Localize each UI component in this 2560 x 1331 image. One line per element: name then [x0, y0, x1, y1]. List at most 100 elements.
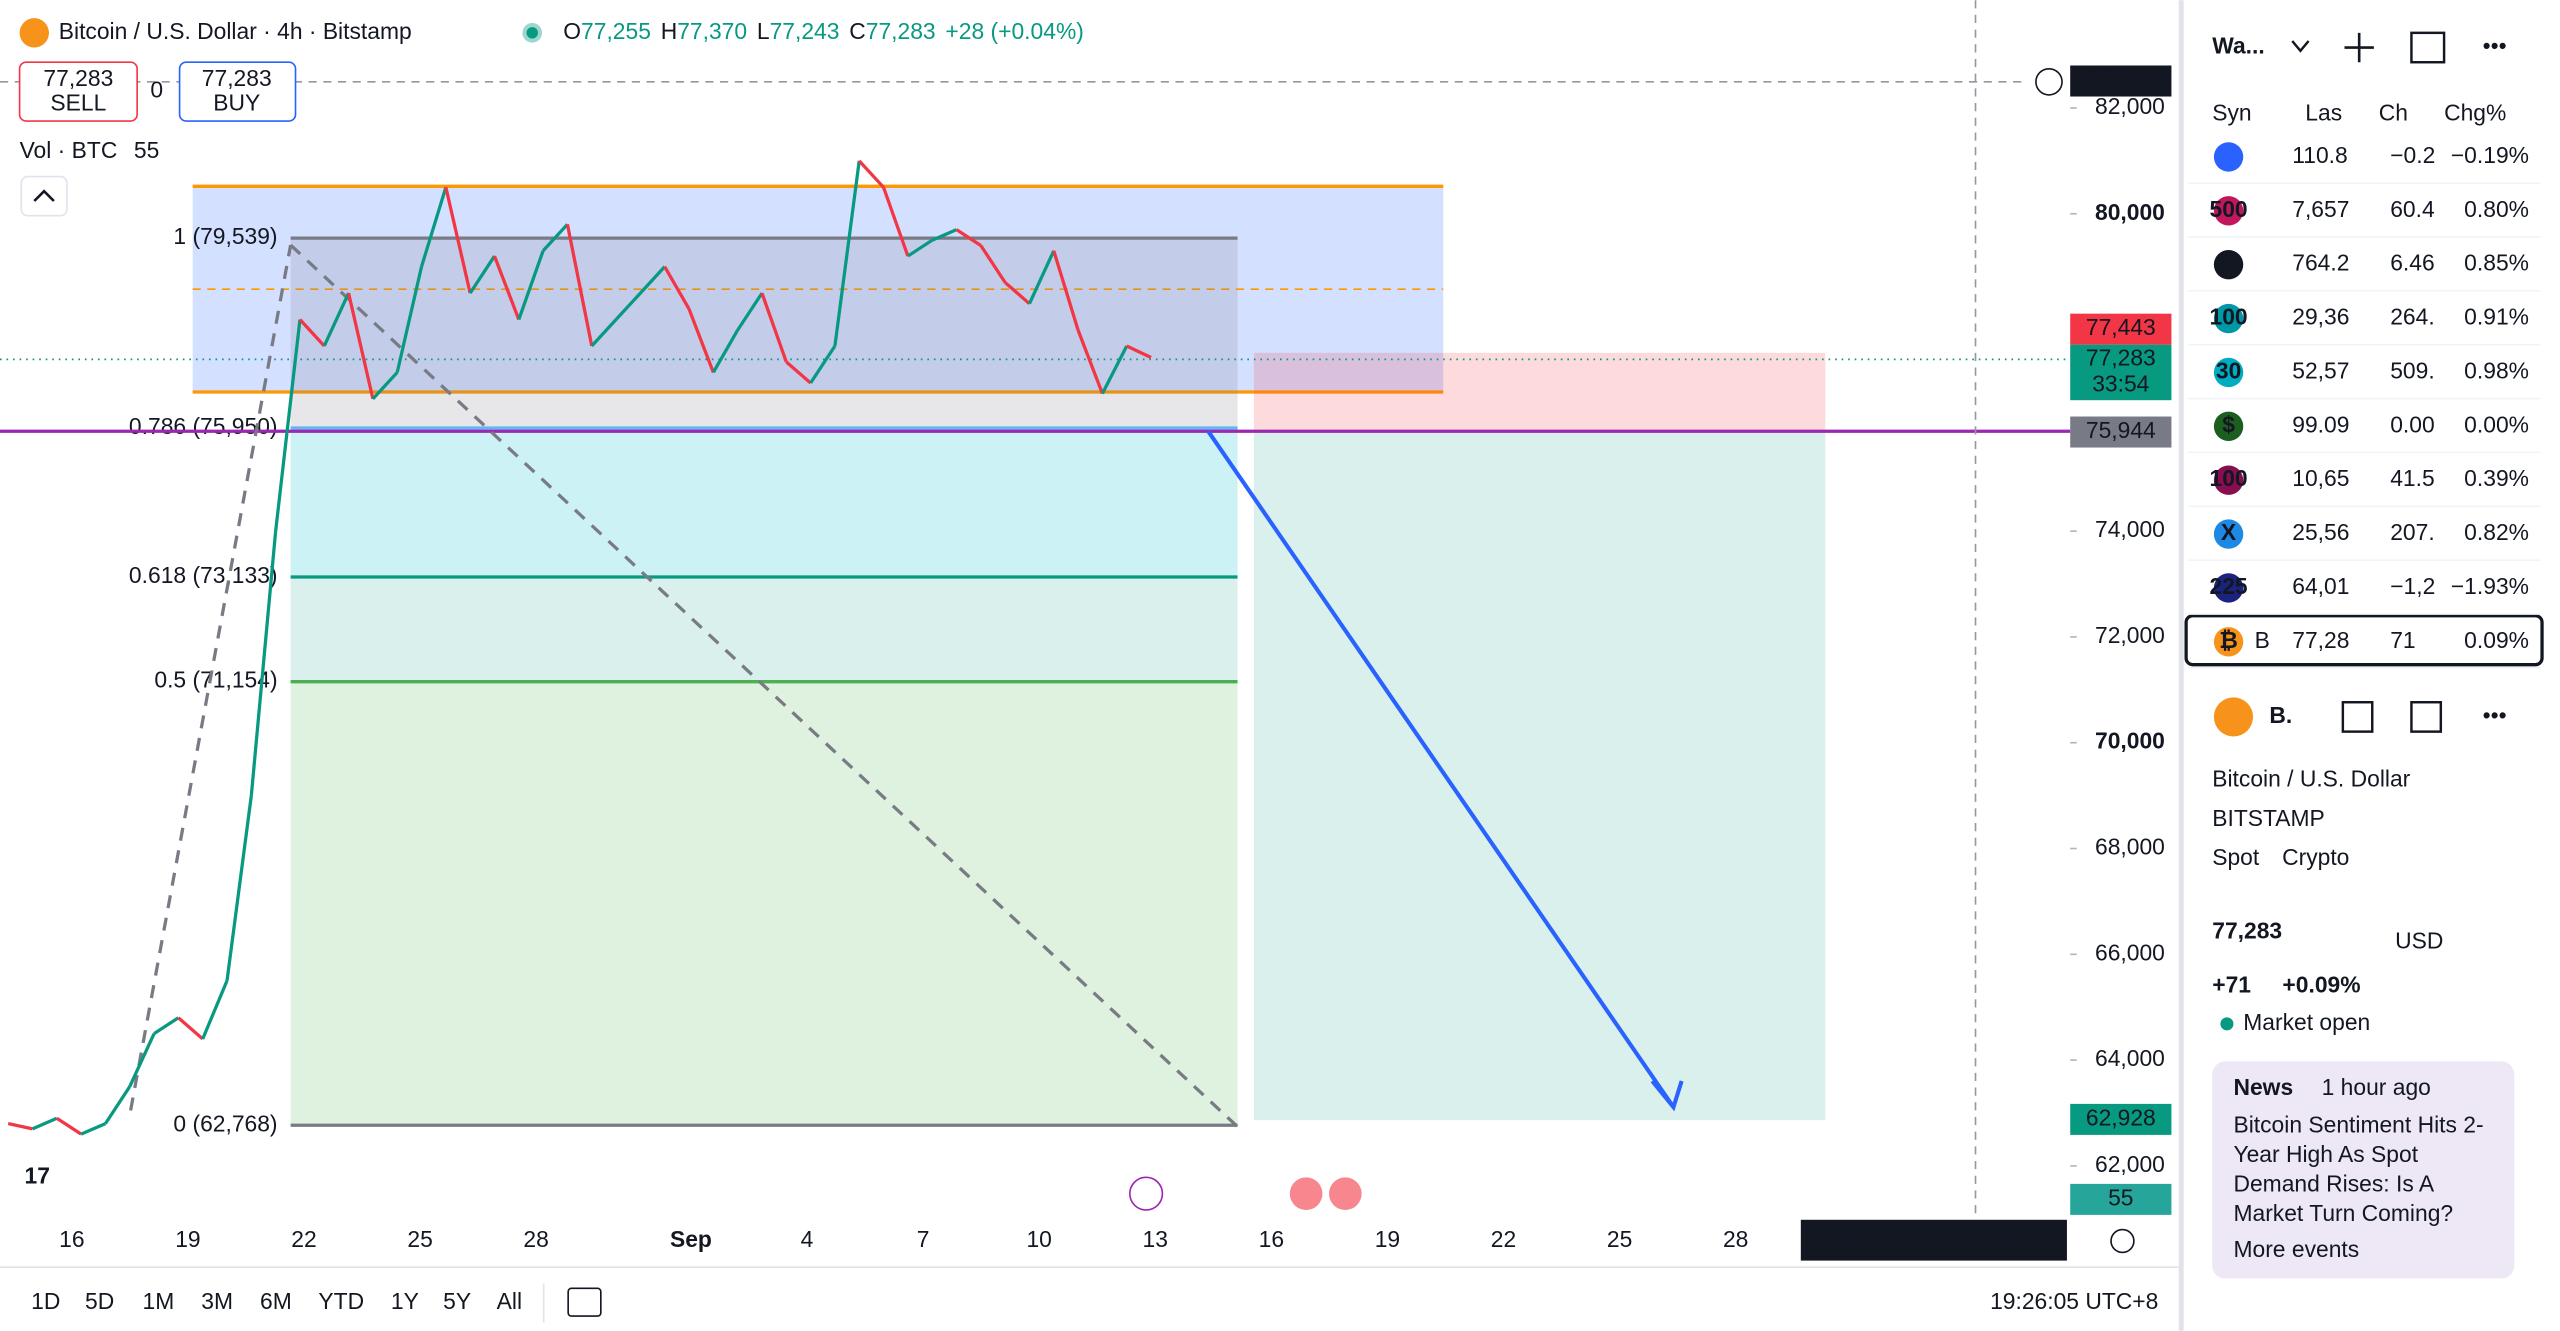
x-tick-label: 4 [801, 1226, 814, 1252]
news-headline: Bitcoin Sentiment Hits 2- [2233, 1112, 2483, 1138]
price-segment [274, 319, 302, 532]
row-icon [2213, 249, 2244, 280]
clock: 19:26:05 UTC+8 [1990, 1288, 2158, 1314]
y-tick-label: 74,000 [2095, 516, 2165, 542]
price-segment [663, 265, 691, 310]
buy-button[interactable] [178, 61, 297, 122]
range-button[interactable]: YTD [318, 1288, 364, 1314]
price-segment [517, 250, 545, 321]
row-change: −1,2 [2390, 573, 2435, 599]
price-segment [590, 318, 618, 348]
range-button[interactable]: 6M [260, 1288, 292, 1314]
sell-button[interactable] [18, 61, 138, 122]
crosshair-date: Sun 04 Oct '26 [1819, 1226, 1969, 1252]
price-segment [249, 530, 278, 796]
row-change-pct: 0.00% [2464, 411, 2529, 437]
range-button[interactable]: 1D [31, 1288, 60, 1314]
row-icon [2213, 519, 2244, 549]
collapse-button[interactable] [20, 175, 68, 217]
range-button[interactable]: 5Y [443, 1288, 471, 1314]
price-segment [371, 371, 399, 400]
edit-icon[interactable] [2410, 701, 2443, 733]
price-segment [955, 228, 982, 247]
symbol-title: Bitcoin / U.S. Dollar · 4h · Bitstamp [59, 18, 412, 44]
event-icon [1328, 1177, 1362, 1210]
row-icon [2213, 573, 2244, 603]
row-change-pct: 0.98% [2464, 357, 2529, 383]
line-price-box [2070, 416, 2172, 448]
status-dot [526, 27, 538, 39]
price-segment [395, 266, 424, 373]
price-segment [1076, 329, 1104, 395]
range-button[interactable]: 5D [85, 1288, 114, 1314]
spread: 0 [150, 77, 163, 103]
ohlc-value: 77,243 [770, 18, 840, 44]
add-symbol-icon[interactable] [2344, 32, 2374, 63]
last-price-box [2070, 344, 2172, 401]
range-button[interactable]: All [497, 1288, 522, 1314]
row-change-pct: 0.39% [2464, 465, 2529, 491]
price-segment [565, 224, 594, 347]
detail-currency: USD [2395, 927, 2443, 953]
calendar-icon[interactable] [567, 1287, 602, 1317]
price-segment [31, 1116, 58, 1131]
ohlc-key: L [757, 18, 770, 44]
y-tick-label: 72,000 [2095, 622, 2165, 648]
ohlc-key: C [849, 18, 866, 44]
price-segment [687, 308, 715, 374]
price-segment [858, 159, 885, 189]
high-price-box [2070, 313, 2172, 345]
row-change-pct: 0.91% [2464, 304, 2529, 330]
dropdown-icon[interactable] [2291, 40, 2310, 53]
price-segment [55, 1116, 83, 1136]
event-icon [1128, 1176, 1164, 1211]
row-change-pct: 0.09% [2464, 627, 2529, 653]
price-segment [153, 1016, 180, 1036]
price-segment [979, 244, 1007, 284]
line-price: 75,944 [2086, 417, 2156, 443]
projection-arrow [1206, 430, 1684, 1112]
detail-name: Bitcoin / U.S. Dollar [2212, 766, 2410, 792]
row-change: 509. [2390, 357, 2434, 383]
row-icon-label: 500 [2210, 196, 2248, 222]
price-segment [298, 318, 326, 348]
row-last: 64,01 [2292, 573, 2349, 599]
news-card[interactable] [2212, 1061, 2515, 1279]
y-tick-label: 62,000 [2095, 1151, 2165, 1177]
grid-icon[interactable] [2341, 701, 2374, 733]
row-last: 77,28 [2292, 627, 2349, 653]
row-icon-label: ₿ [2219, 627, 2238, 653]
x-tick-label: 16 [1259, 1226, 1284, 1252]
layout-icon[interactable] [2410, 31, 2446, 64]
detail-icon [2213, 697, 2254, 737]
volume-value: 55 [134, 137, 159, 163]
ohlc-key: H [661, 18, 678, 44]
add-icon[interactable] [2035, 67, 2063, 96]
price-segment [541, 223, 569, 252]
price-segment [80, 1122, 107, 1136]
range-button[interactable]: 1Y [391, 1288, 419, 1314]
y-tick-label: 70,000 [2095, 728, 2165, 754]
more-icon[interactable]: ••• [2483, 702, 2507, 728]
row-icon-label: X [2221, 519, 2237, 545]
range-button[interactable]: 1M [143, 1288, 175, 1314]
row-icon [2213, 196, 2244, 226]
row-icon [2213, 411, 2244, 442]
range-button[interactable]: 3M [201, 1288, 233, 1314]
more-icon[interactable]: ••• [2483, 33, 2507, 59]
more-events[interactable]: More events [2233, 1236, 2359, 1262]
x-tick-label: Sep [670, 1226, 712, 1252]
x-tick-label: 28 [1723, 1226, 1748, 1252]
y-tick-label: 80,000 [2095, 199, 2165, 225]
fib-retracement: 1 (79,539) 0.786 (75,950) 0.618 (73,133) 0.… [129, 223, 1238, 1136]
price-segment [419, 186, 448, 268]
settings-icon[interactable] [2110, 1228, 2135, 1254]
row-icon [2213, 627, 2244, 657]
stop-zone [1253, 352, 1826, 432]
fib-zone [290, 681, 1238, 1126]
x-tick-label: 13 [1143, 1226, 1168, 1252]
price-segment [225, 795, 253, 981]
y-tick-label: 64,000 [2095, 1045, 2165, 1071]
